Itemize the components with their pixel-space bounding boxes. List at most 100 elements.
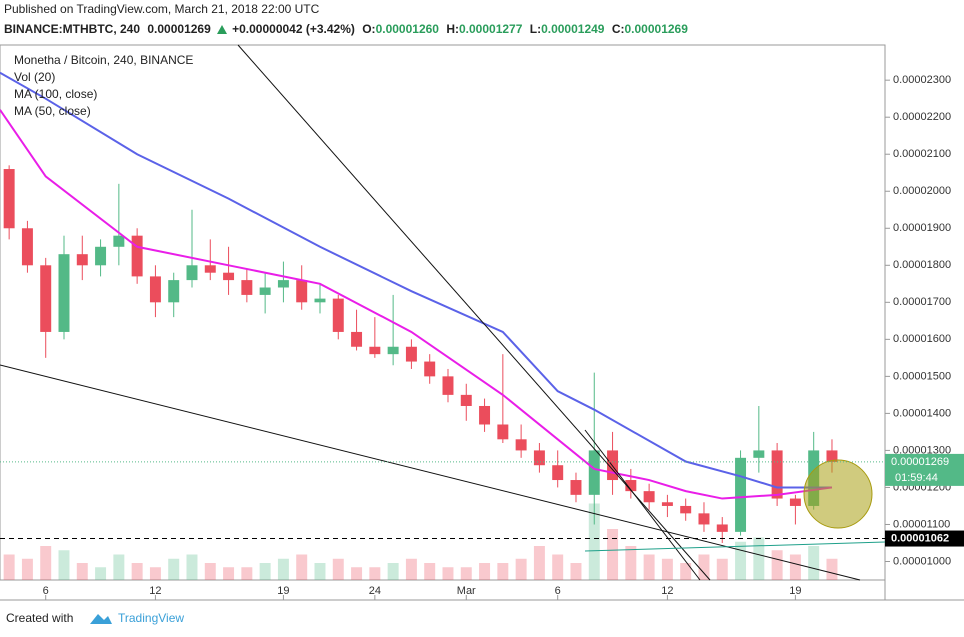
volume-bar <box>387 563 399 580</box>
volume-bar <box>223 567 235 580</box>
x-tick-label: 19 <box>277 585 289 597</box>
volume-bar <box>3 554 15 580</box>
candle-body <box>76 254 88 266</box>
volume-bar <box>479 563 491 580</box>
volume-bar <box>314 563 326 580</box>
candle-body <box>58 254 70 332</box>
volume-bar <box>21 558 33 580</box>
volume-bar <box>424 563 436 580</box>
volume-bar <box>241 567 253 580</box>
brand-logo <box>90 614 112 624</box>
candle-body <box>405 346 417 362</box>
candle-body <box>351 331 363 347</box>
candle-body <box>204 265 216 273</box>
high-value: 0.00001277 <box>459 22 523 36</box>
candle-body <box>698 513 710 525</box>
last-price-label: 0.00001269 <box>891 456 949 468</box>
ma-line <box>0 71 832 489</box>
volume-bar <box>533 546 545 580</box>
volume-bar <box>753 537 765 580</box>
candle-body <box>643 491 655 503</box>
candle-body <box>149 276 161 303</box>
x-tick-label: Mar <box>457 585 476 597</box>
candle-body <box>241 280 253 295</box>
candle-body <box>661 502 673 506</box>
volume-bar <box>460 567 472 580</box>
open-label: O: <box>362 22 375 36</box>
volume-bar <box>735 541 747 580</box>
candle-body <box>479 405 491 425</box>
volume-bar <box>113 554 125 580</box>
y-tick-label: 0.00001900 <box>893 222 951 234</box>
candle-body <box>113 235 125 247</box>
volume-bar <box>607 529 619 580</box>
price-line-box <box>885 530 964 547</box>
volume-bar <box>661 558 673 580</box>
symbol: BINANCE:MTHBTC, 240 <box>4 22 140 36</box>
plot-frame <box>0 44 886 581</box>
volume-bar <box>643 554 655 580</box>
quote-line: BINANCE:MTHBTC, 240 0.00001269 +0.000000… <box>4 22 688 36</box>
volume-bar <box>716 558 728 580</box>
candle-body <box>460 394 472 406</box>
x-tick-label: 6 <box>555 585 561 597</box>
volume-bar <box>277 558 289 580</box>
low-value: 0.00001249 <box>541 22 605 36</box>
highlight-circle <box>803 459 873 529</box>
volume-bar <box>95 567 107 580</box>
x-tick-label: 12 <box>661 585 673 597</box>
candle-body <box>259 287 271 295</box>
y-tick-label: 0.00001300 <box>893 444 951 456</box>
candle-body <box>533 450 545 466</box>
candle-body <box>314 298 326 303</box>
volume-bar <box>76 563 88 580</box>
last-price: 0.00001269 <box>147 22 211 36</box>
candle-body <box>552 465 564 481</box>
countdown: 01:59:44 <box>895 472 938 484</box>
candle-body <box>131 235 143 277</box>
candle-body <box>680 505 692 514</box>
last-price-box <box>885 453 964 486</box>
candle-body <box>332 298 344 332</box>
volume-bar <box>186 554 198 580</box>
trend-line <box>0 364 861 581</box>
change: +0.00000042 (+3.42%) <box>232 22 355 36</box>
candle-body <box>40 265 52 332</box>
y-tick-label: 0.00001000 <box>893 555 951 567</box>
candle-body <box>296 280 308 303</box>
candle-body <box>3 169 15 229</box>
candle-body <box>753 450 765 458</box>
volume-bar <box>771 550 783 580</box>
y-tick-label: 0.00001700 <box>893 296 951 308</box>
y-tick-label: 0.00001100 <box>893 518 950 530</box>
volume-bar <box>789 554 801 580</box>
volume-bar <box>570 563 582 580</box>
volume-bar <box>826 558 838 580</box>
ma-line <box>0 109 833 500</box>
volume-bar <box>296 554 308 580</box>
volume-bar <box>680 563 692 580</box>
candle-body <box>826 450 838 462</box>
volume-bar <box>442 567 454 580</box>
chart-title: Monetha / Bitcoin, 240, BINANCE <box>14 53 193 67</box>
candle-body <box>168 280 180 303</box>
candle-body <box>716 524 728 532</box>
x-tick-label: 19 <box>789 585 801 597</box>
volume-bar <box>168 558 180 580</box>
y-tick-label: 0.00002200 <box>893 111 951 123</box>
up-arrow <box>217 25 227 34</box>
candle-body <box>95 246 107 266</box>
candle-body <box>515 439 527 451</box>
candle-body <box>442 376 454 395</box>
volume-bar <box>588 503 600 580</box>
volume-bar <box>625 546 637 580</box>
x-tick-label: 24 <box>369 585 381 597</box>
candle-body <box>789 498 801 506</box>
high-label: H: <box>446 22 459 36</box>
volume-bar <box>204 563 216 580</box>
x-tick-label: 6 <box>43 585 49 597</box>
volume-bar <box>405 558 417 580</box>
plot-area <box>0 71 838 580</box>
